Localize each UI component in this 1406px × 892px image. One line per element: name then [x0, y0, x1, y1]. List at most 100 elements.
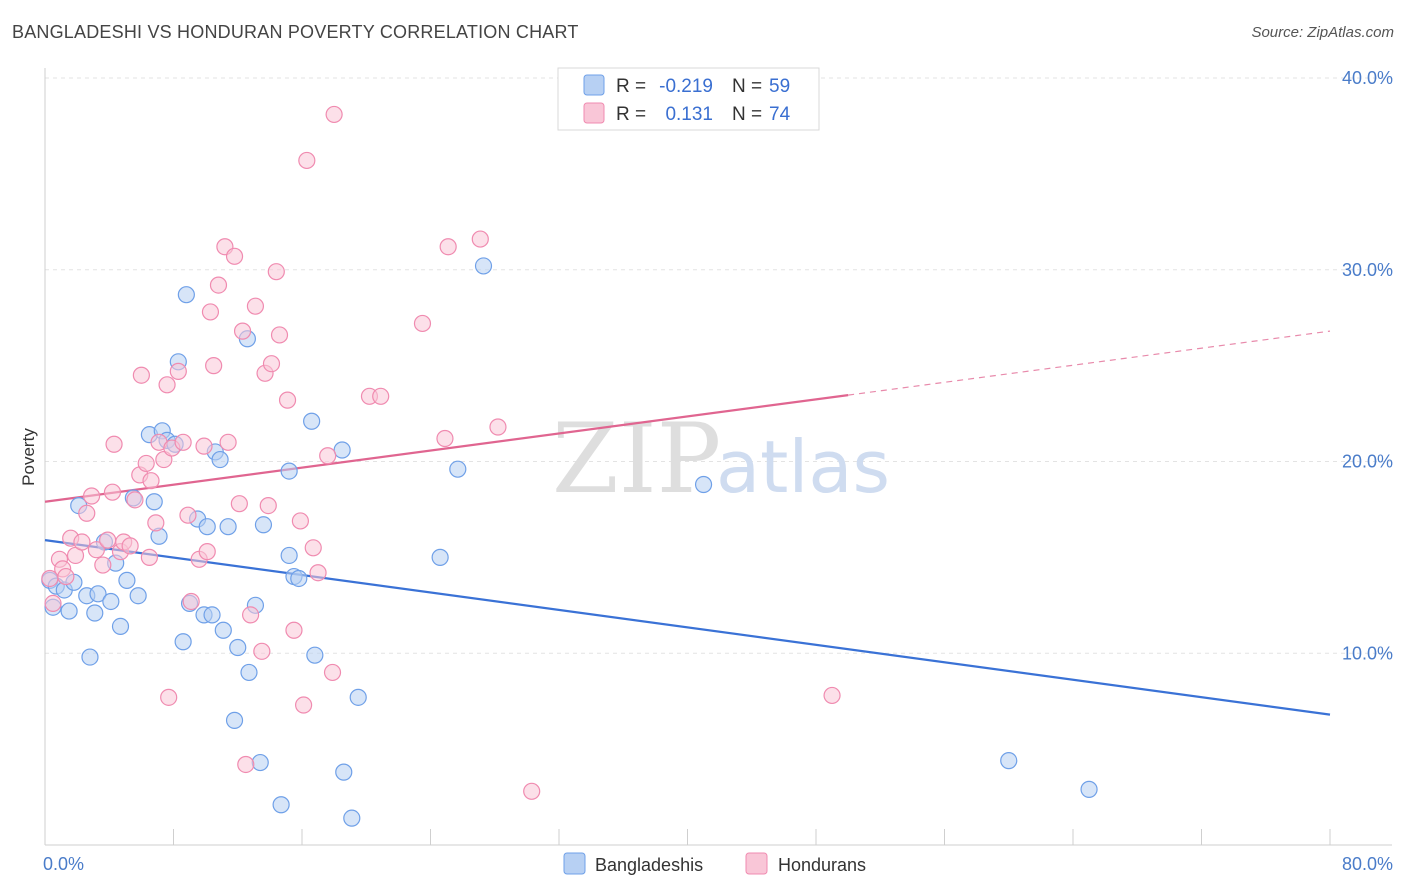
honduran-point	[179, 506, 197, 524]
honduran-point	[246, 297, 265, 315]
bangladeshi-point	[251, 753, 269, 772]
honduran-point	[99, 531, 117, 549]
stats-legend-r-value-2: 0.131	[665, 104, 713, 125]
honduran-point	[219, 433, 237, 451]
series-legend-swatch-bangladeshis	[563, 852, 586, 875]
bangladeshi-point	[349, 688, 367, 706]
watermark: ZIP atlas	[552, 403, 890, 515]
honduran-point	[121, 537, 139, 555]
bangladeshi-point	[203, 606, 221, 624]
honduran-point	[169, 362, 187, 380]
honduran-point	[523, 782, 541, 800]
stats-legend-n-value-1: 59	[769, 76, 790, 97]
stats-legend-r-label-1: R =	[616, 76, 646, 97]
honduran-point	[105, 435, 123, 453]
honduran-point	[158, 376, 176, 394]
y-tick-label: 30.0%	[1342, 260, 1393, 280]
stats-legend-n-label-2: N =	[732, 104, 762, 125]
honduran-point	[94, 556, 112, 574]
x-tick-label: 80.0%	[1342, 854, 1393, 874]
watermark-atlas: atlas	[716, 425, 890, 509]
bangladeshi-point	[306, 646, 324, 664]
honduran-point	[323, 663, 342, 682]
data-points	[41, 105, 1098, 827]
honduran-point	[82, 487, 101, 505]
bangladeshi-point	[474, 257, 493, 275]
honduran-point	[160, 688, 178, 706]
bangladeshi-point	[431, 548, 449, 566]
honduran-point	[309, 564, 327, 582]
bangladeshi-point	[111, 617, 130, 636]
series-legend: Bangladeshis Hondurans	[563, 852, 866, 875]
honduran-point	[140, 548, 159, 566]
bangladeshi-point	[1080, 780, 1098, 798]
honduran-point	[278, 391, 297, 409]
honduran-point	[195, 437, 213, 455]
stats-legend-n-label-1: N =	[732, 76, 762, 97]
honduran-point	[205, 357, 223, 375]
honduran-point	[325, 105, 343, 124]
stats-legend-r-value-1: -0.219	[659, 76, 713, 97]
trend-line-1	[44, 394, 849, 503]
stats-legend-swatch-hondurans	[583, 102, 605, 124]
bangladeshi-point	[177, 286, 195, 304]
honduran-point	[413, 314, 432, 333]
honduran-point	[201, 303, 220, 321]
honduran-point	[174, 433, 192, 451]
bangladeshi-point	[89, 585, 107, 603]
bangladeshi-point	[254, 516, 273, 534]
bangladeshi-point	[211, 450, 229, 469]
honduran-point	[126, 491, 144, 509]
honduran-point	[471, 230, 489, 248]
bangladeshi-point	[145, 493, 163, 511]
honduran-point	[259, 497, 277, 515]
honduran-point	[291, 512, 309, 530]
stats-legend-r-label-2: R =	[616, 104, 646, 125]
honduran-point	[823, 686, 841, 705]
trend-line-0	[44, 539, 1331, 716]
bangladeshi-point	[118, 571, 136, 589]
honduran-point	[57, 567, 75, 586]
bangladeshi-point	[229, 638, 247, 657]
honduran-point	[87, 541, 106, 559]
watermark-zip: ZIP	[552, 403, 721, 515]
axes	[44, 68, 1392, 846]
honduran-point	[319, 447, 337, 465]
honduran-point	[230, 495, 248, 513]
bangladeshi-point	[240, 663, 258, 682]
series-legend-label-hondurans: Hondurans	[778, 855, 866, 875]
y-tick-label: 20.0%	[1342, 452, 1393, 472]
honduran-point	[103, 483, 122, 501]
bangladeshi-point	[198, 518, 216, 536]
bangladeshi-point	[86, 604, 104, 622]
trend-line-extension-1	[848, 330, 1331, 396]
honduran-point	[225, 247, 244, 265]
honduran-point	[198, 543, 216, 561]
honduran-point	[182, 592, 200, 611]
bangladeshi-point	[449, 460, 467, 478]
honduran-point	[78, 504, 96, 522]
series-legend-swatch-hondurans	[745, 852, 768, 875]
honduran-point	[295, 696, 313, 714]
source-label: Source: ZipAtlas.com	[1251, 24, 1394, 41]
honduran-point	[436, 429, 454, 448]
y-tick-label: 10.0%	[1342, 643, 1393, 663]
y-axis-title: Poverty	[19, 428, 38, 486]
bangladeshi-point	[225, 711, 244, 729]
honduran-point	[267, 263, 285, 281]
chart-title: BANGLADESHI VS HONDURAN POVERTY CORRELAT…	[12, 22, 579, 42]
honduran-point	[242, 606, 260, 624]
bangladeshi-point	[290, 569, 308, 588]
honduran-point	[137, 454, 155, 473]
honduran-point	[73, 533, 91, 551]
honduran-point	[489, 418, 507, 436]
bangladeshi-point	[694, 475, 713, 494]
x-tick-label: 0.0%	[43, 854, 84, 874]
bangladeshi-point	[335, 763, 353, 781]
bangladeshi-point	[102, 592, 120, 611]
bangladeshi-point	[272, 796, 290, 814]
honduran-point	[439, 238, 457, 256]
honduran-point	[147, 514, 165, 532]
bangladeshi-point	[280, 546, 298, 565]
